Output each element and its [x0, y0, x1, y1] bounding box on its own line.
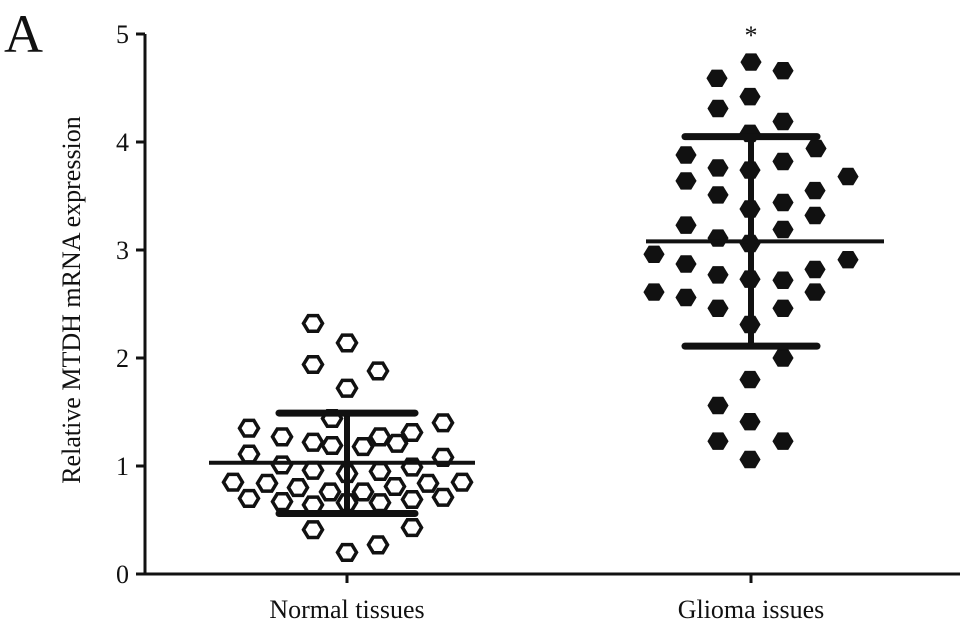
data-point — [385, 433, 409, 453]
x-tick-label: Glioma issues — [678, 595, 825, 624]
data-point — [772, 220, 794, 239]
significance-asterisk: * — [745, 21, 758, 50]
data-point — [804, 206, 826, 225]
data-point — [366, 535, 390, 555]
data-point — [804, 181, 826, 200]
data-point — [707, 229, 729, 247]
data-point — [301, 520, 325, 540]
data-point — [400, 517, 424, 538]
data-point — [739, 370, 761, 389]
data-point — [400, 422, 424, 443]
data-point — [237, 444, 261, 464]
data-point — [675, 146, 697, 164]
data-point — [286, 478, 310, 498]
data-point — [368, 461, 392, 481]
data-point — [772, 349, 794, 367]
data-point — [837, 251, 859, 269]
data-point — [237, 488, 261, 508]
y-tick-label: 5 — [116, 20, 129, 49]
data-point — [400, 489, 424, 510]
data-point — [772, 299, 794, 317]
data-point — [335, 378, 359, 398]
y-tick-label: 4 — [116, 128, 129, 157]
axes — [143, 34, 960, 576]
y-tick-label: 2 — [116, 344, 129, 373]
data-point — [335, 333, 359, 353]
data-point — [707, 432, 729, 450]
data-point — [675, 255, 697, 273]
y-ticks: 0 1 2 3 4 5 — [116, 20, 145, 589]
data-point — [804, 260, 826, 279]
mean-sd-bars — [209, 133, 884, 518]
data-point — [431, 413, 455, 433]
data-point — [366, 361, 390, 381]
data-point — [450, 472, 474, 492]
data-point — [772, 62, 794, 80]
data-point — [837, 167, 859, 186]
data-point — [739, 413, 761, 431]
data-point — [301, 432, 325, 452]
y-tick-label: 0 — [116, 560, 129, 589]
data-point — [772, 193, 794, 212]
data-point — [707, 159, 729, 177]
data-point — [301, 460, 325, 480]
data-point — [805, 139, 827, 158]
data-point — [772, 271, 794, 289]
data-point — [255, 473, 279, 493]
data-point — [772, 112, 794, 131]
data-point — [270, 427, 294, 447]
data-point — [416, 473, 440, 493]
y-tick-label: 3 — [116, 236, 129, 265]
data-point — [351, 436, 375, 457]
data-point — [707, 266, 729, 284]
data-point — [739, 450, 761, 469]
data-point — [383, 476, 407, 497]
data-point — [706, 69, 728, 87]
x-tick-label: Normal tissues — [269, 595, 424, 624]
data-point — [675, 172, 697, 190]
data-point — [320, 435, 344, 456]
data-point — [707, 299, 729, 317]
panel-label: A — [4, 4, 43, 64]
data-points — [221, 53, 859, 562]
data-point — [270, 455, 294, 475]
data-point — [643, 283, 665, 301]
data-point — [301, 313, 325, 334]
data-point — [675, 288, 697, 307]
data-point — [643, 245, 665, 263]
data-point — [739, 87, 761, 106]
x-ticks: Normal tissues Glioma issues — [269, 574, 824, 624]
data-point — [772, 152, 794, 171]
data-point — [707, 396, 729, 415]
data-point — [221, 472, 245, 492]
data-point — [707, 186, 729, 204]
data-point — [318, 482, 342, 502]
data-point — [740, 53, 762, 71]
data-point — [368, 493, 392, 513]
data-point — [270, 492, 294, 512]
data-point — [351, 482, 375, 502]
data-point — [237, 418, 261, 438]
data-point — [431, 487, 455, 507]
data-point — [675, 216, 697, 234]
data-point — [301, 354, 325, 375]
y-tick-label: 1 — [116, 452, 129, 481]
data-point — [335, 542, 359, 562]
data-point — [772, 432, 794, 450]
y-axis-label: Relative MTDH mRNA expression — [57, 116, 86, 484]
data-point — [707, 99, 729, 118]
data-point — [368, 427, 392, 447]
data-point — [804, 283, 826, 301]
